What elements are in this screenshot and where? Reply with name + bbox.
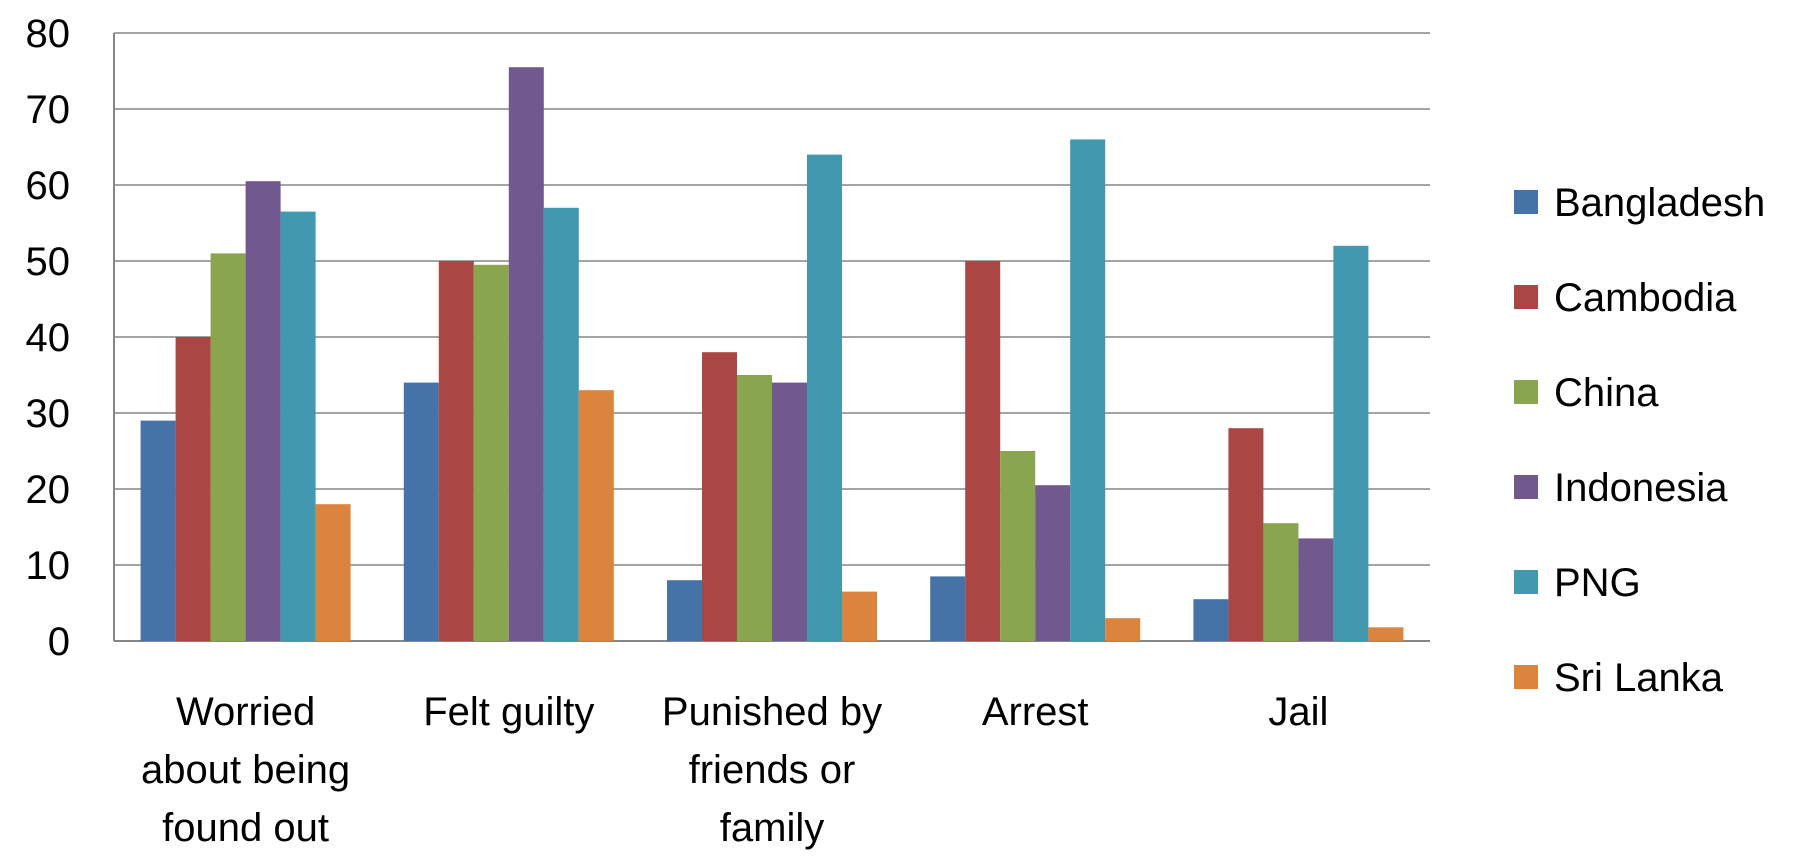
bar-sri-lanka [315, 504, 351, 641]
legend-label: PNG [1554, 561, 1641, 605]
y-tick-label: 70 [26, 88, 71, 132]
legend: Bangladesh Cambodia China Indonesia PNG Sri L… [1514, 181, 1765, 700]
y-tick-label: 40 [26, 316, 71, 360]
x-category-label: Felt guilty [423, 690, 594, 734]
bar-bangladesh [930, 576, 966, 641]
bar-indonesia [1298, 538, 1334, 641]
bar-indonesia [1035, 485, 1071, 641]
y-tick-label: 60 [26, 164, 71, 208]
bar-sri-lanka [1105, 618, 1141, 641]
x-category-label: Worried about being found out [141, 690, 350, 850]
bar-png [1070, 139, 1106, 641]
x-category-label: Arrest [982, 690, 1089, 734]
bar-cambodia [702, 352, 737, 641]
bar-sri-lanka [578, 390, 614, 641]
legend-label: China [1554, 371, 1659, 415]
legend-swatch [1514, 285, 1538, 309]
legend-swatch [1514, 475, 1538, 499]
bar-sri-lanka [1368, 627, 1404, 641]
bar-china [1000, 451, 1036, 641]
y-axis: 0 10 20 30 40 50 60 70 80 [26, 12, 115, 664]
y-tick-label: 30 [26, 392, 71, 436]
bar-indonesia [772, 382, 807, 641]
y-tick-label: 50 [26, 240, 71, 284]
y-tick-label: 10 [26, 544, 71, 588]
y-tick-label: 80 [26, 12, 71, 56]
bar-png [543, 207, 579, 642]
x-axis: Worried about being found out Felt guilty Pu… [141, 690, 1328, 850]
bar-indonesia [508, 67, 544, 641]
bar-png [1333, 245, 1369, 642]
y-tick-label: 0 [48, 620, 70, 664]
bar-cambodia [438, 261, 474, 641]
legend-label: Indonesia [1554, 466, 1728, 510]
legend-swatch [1514, 665, 1538, 689]
bar-china [210, 253, 246, 641]
bar-bangladesh [667, 580, 702, 641]
bar-png [807, 154, 842, 641]
bar-indonesia [245, 181, 281, 641]
legend-swatch [1514, 190, 1538, 214]
x-category-label: Jail [1268, 690, 1328, 734]
bar-cambodia [1228, 428, 1264, 641]
x-category-label: Punished by friends or family [662, 690, 882, 850]
legend-swatch [1514, 570, 1538, 594]
bar-bangladesh [1193, 599, 1229, 641]
y-tick-label: 20 [26, 468, 71, 512]
bar-china [473, 264, 509, 641]
bar-bangladesh [140, 420, 176, 641]
bar-china [1263, 523, 1299, 641]
bar-bangladesh [403, 382, 439, 641]
bar-sri-lanka [842, 591, 877, 641]
bars [140, 67, 1404, 642]
legend-label: Bangladesh [1554, 181, 1765, 225]
bar-cambodia [965, 261, 1001, 641]
legend-label: Sri Lanka [1554, 656, 1724, 700]
bar-china [737, 375, 772, 641]
bar-png [280, 211, 316, 641]
bar-cambodia [175, 337, 211, 641]
legend-label: Cambodia [1554, 276, 1737, 320]
legend-swatch [1514, 380, 1538, 404]
